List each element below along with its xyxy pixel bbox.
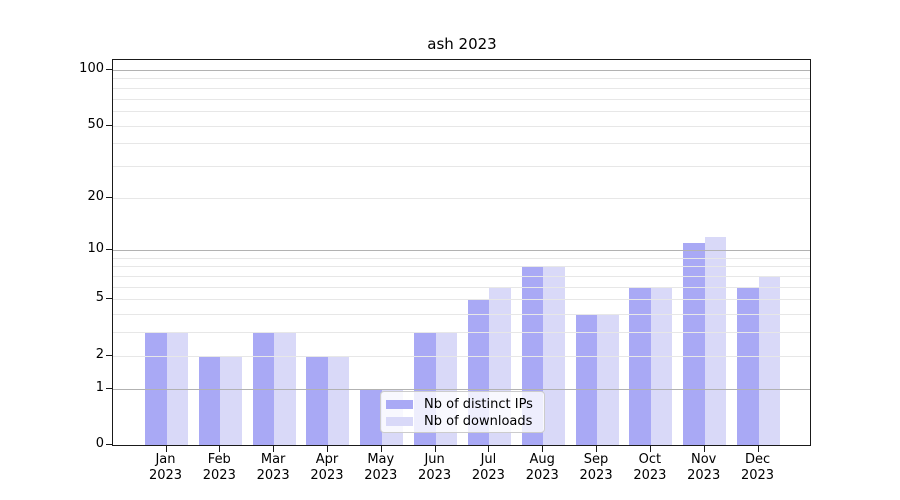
gridline [113, 78, 810, 79]
x-tick-mark [542, 446, 544, 452]
y-tick-label: 20 [87, 188, 104, 204]
gridline [113, 276, 810, 277]
bar [166, 332, 188, 445]
bar [145, 332, 167, 445]
gridline [113, 250, 810, 251]
bar [737, 286, 759, 445]
y-tick-mark [106, 69, 112, 70]
legend-label: Nb of distinct IPs [424, 396, 533, 412]
bar [327, 355, 350, 445]
chart-title: ash 2023 [427, 35, 497, 53]
y-tick-label: 0 [95, 436, 104, 451]
x-tick-mark [273, 446, 275, 452]
x-tick-mark [434, 446, 436, 452]
gridline [113, 299, 810, 300]
x-tick-label: Sep 2023 [579, 452, 613, 483]
y-tick-label: 50 [87, 116, 104, 132]
bar [704, 236, 727, 445]
x-tick-label: May 2023 [364, 452, 398, 483]
gridline [113, 356, 810, 357]
y-tick-mark [106, 196, 112, 198]
y-tick-mark [106, 354, 112, 356]
x-tick-mark [380, 446, 382, 452]
y-tick-mark [106, 444, 112, 445]
y-tick-label: 2 [95, 346, 104, 362]
gridline [113, 70, 810, 71]
x-tick-label: Dec 2023 [740, 452, 775, 483]
x-tick-mark [326, 446, 328, 452]
x-tick-label: Jun 2023 [418, 452, 452, 483]
legend-row: Nb of distinct IPs [386, 396, 539, 413]
x-tick-mark [219, 446, 221, 452]
bar [650, 286, 673, 445]
gridline [113, 266, 810, 267]
bar [629, 286, 651, 445]
x-tick-label: Aug 2023 [525, 452, 559, 483]
legend-row: Nb of downloads [386, 413, 539, 430]
y-tick-label: 100 [79, 61, 104, 76]
bar [758, 276, 781, 445]
bar [543, 266, 565, 445]
x-tick-label: Jan 2023 [148, 452, 183, 483]
x-tick-label: Feb 2023 [202, 452, 236, 483]
gridline [113, 111, 810, 112]
bar [220, 355, 242, 445]
y-tick-label: 1 [95, 379, 104, 395]
gridline [113, 126, 810, 127]
legend-swatch [386, 417, 413, 426]
x-tick-mark [703, 446, 705, 452]
gridline [113, 143, 810, 144]
gridline [113, 287, 810, 288]
bar [274, 332, 296, 445]
y-tick-mark [106, 298, 112, 300]
plot-area [112, 59, 811, 446]
gridline [113, 389, 810, 390]
bar [252, 332, 275, 445]
x-tick-label: Oct 2023 [633, 452, 667, 483]
x-tick-label: Jul 2023 [471, 452, 505, 483]
x-tick-mark [757, 446, 759, 452]
bar [306, 355, 328, 445]
gridline [113, 314, 810, 315]
x-tick-mark [165, 446, 167, 452]
gridline [113, 166, 810, 167]
x-tick-mark [488, 446, 490, 452]
x-tick-label: Nov 2023 [687, 452, 721, 483]
x-tick-mark [596, 446, 598, 452]
bar [597, 314, 619, 445]
gridline [113, 88, 810, 89]
x-tick-label: Apr 2023 [310, 452, 344, 483]
y-tick-label: 5 [95, 290, 104, 306]
y-tick-mark [106, 387, 112, 389]
gridline [113, 258, 810, 259]
bar [360, 388, 382, 445]
legend-label: Nb of downloads [424, 414, 533, 429]
gridline [113, 198, 810, 199]
x-tick-label: Mar 2023 [256, 452, 290, 483]
bar [198, 355, 221, 445]
gridline [113, 99, 810, 100]
legend-swatch [386, 399, 413, 409]
legend: Nb of distinct IPs Nb of downloads [380, 391, 545, 433]
x-tick-mark [649, 446, 651, 452]
bar [683, 243, 705, 445]
gridline [113, 332, 810, 333]
y-tick-label: 10 [87, 241, 104, 257]
y-tick-mark [106, 124, 112, 126]
y-tick-mark [106, 249, 112, 251]
bar [575, 314, 598, 445]
